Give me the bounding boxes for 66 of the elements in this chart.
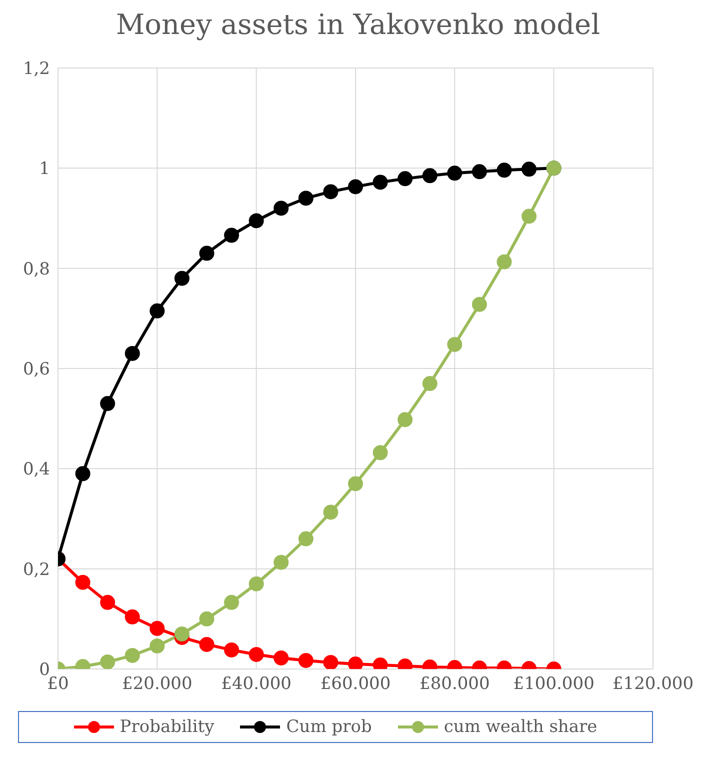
point xyxy=(150,303,165,318)
point xyxy=(199,636,214,652)
point xyxy=(248,576,264,592)
point xyxy=(100,654,116,669)
point xyxy=(472,296,487,312)
legend-label: cum wealth share xyxy=(442,717,598,737)
y-tick-label: 0,2 xyxy=(22,560,50,580)
point xyxy=(248,213,264,228)
chart-title: Money assets in Yakovenko model xyxy=(114,8,602,43)
x-tick-label: £100.000 xyxy=(513,674,594,694)
x-tick-label: £80.000 xyxy=(420,674,490,694)
point xyxy=(422,376,438,392)
x-tick-label: £20.000 xyxy=(122,674,192,694)
point xyxy=(224,642,240,658)
x-tick-label: £60.000 xyxy=(320,674,391,694)
point xyxy=(274,554,289,570)
point xyxy=(124,346,140,361)
point xyxy=(372,174,388,190)
point xyxy=(150,620,165,636)
point xyxy=(522,162,537,177)
legend-label: Probability xyxy=(118,717,214,737)
x-tick-label: £0 xyxy=(47,674,69,694)
point xyxy=(447,336,462,352)
point xyxy=(496,162,512,178)
point xyxy=(422,168,438,184)
legend-label: Cum prob xyxy=(285,717,372,737)
x-tick-label: £40.000 xyxy=(221,674,292,694)
point xyxy=(398,171,413,186)
y-tick-label: 1,2 xyxy=(22,59,50,80)
x-tick-label: £120.000 xyxy=(612,674,694,694)
point xyxy=(174,626,190,642)
y-tick-label: 0,8 xyxy=(22,259,50,280)
point xyxy=(348,476,363,492)
point xyxy=(496,254,512,270)
point xyxy=(348,656,363,669)
point xyxy=(447,166,462,181)
point xyxy=(100,594,116,610)
point xyxy=(199,611,214,626)
point xyxy=(124,648,140,663)
y-tick-label: 0,4 xyxy=(22,460,50,480)
point xyxy=(298,531,314,546)
point xyxy=(372,445,388,460)
point xyxy=(274,200,289,216)
point xyxy=(274,650,289,666)
point xyxy=(398,412,413,428)
point xyxy=(124,609,140,624)
y-tick-label: 0,6 xyxy=(22,360,50,380)
y-tick-label: 1 xyxy=(39,159,50,180)
point xyxy=(298,652,314,668)
point xyxy=(224,228,240,243)
point xyxy=(75,466,90,482)
point xyxy=(522,208,537,224)
y-tick-label: 0 xyxy=(39,660,50,680)
point xyxy=(224,594,240,610)
point xyxy=(323,184,338,200)
point xyxy=(100,396,116,412)
point xyxy=(174,270,190,286)
point xyxy=(298,190,314,206)
point xyxy=(150,638,165,654)
point xyxy=(199,246,214,261)
point xyxy=(472,164,487,180)
point xyxy=(248,646,264,662)
point xyxy=(323,654,338,669)
point xyxy=(323,504,338,520)
point xyxy=(75,574,90,590)
point xyxy=(348,179,363,194)
